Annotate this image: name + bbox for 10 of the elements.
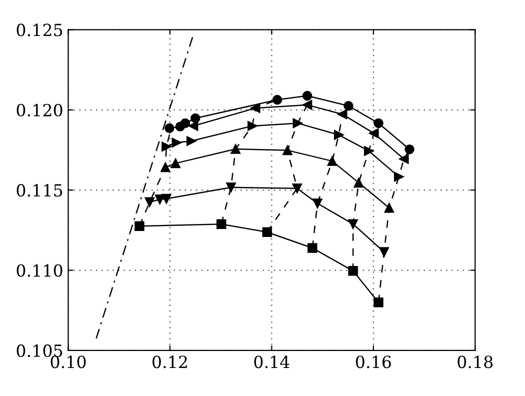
y-tick-label: 0.110: [16, 264, 62, 277]
y-tick-label: 0.115: [16, 184, 62, 197]
x-tick-label: 0.12: [152, 356, 187, 368]
y-tick-label: 0.125: [16, 24, 62, 36]
x-tick-label: 0.16: [356, 356, 391, 368]
y-tick-label: 0.120: [16, 104, 62, 116]
x-tick-label: 0.18: [458, 356, 493, 368]
x-tick-label: 0.10: [50, 356, 86, 368]
x-tick-label: 0.14: [254, 356, 290, 368]
y-tick-label: 0.105: [16, 344, 62, 358]
